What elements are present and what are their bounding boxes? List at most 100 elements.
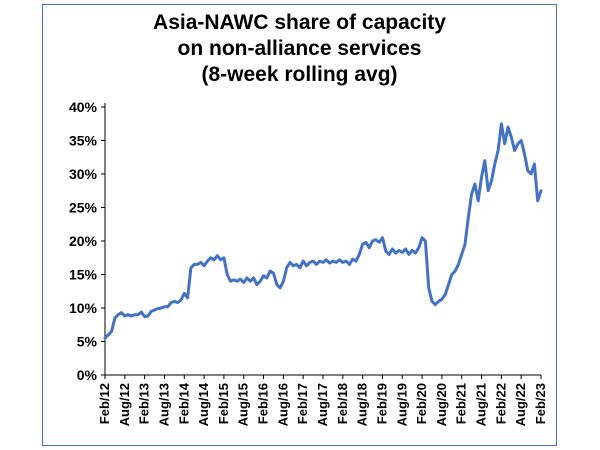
- data-point: [259, 280, 262, 283]
- data-point: [527, 169, 529, 172]
- data-point: [365, 241, 367, 244]
- data-point: [299, 267, 301, 269]
- data-point: [434, 303, 437, 306]
- data-point: [507, 126, 509, 128]
- data-point: [520, 139, 522, 142]
- x-tick-label: Feb/22: [493, 383, 508, 424]
- data-point: [536, 200, 539, 202]
- data-point: [404, 248, 407, 250]
- chart-title: Asia-NAWC share of capacity on non-allia…: [42, 10, 557, 88]
- data-point: [371, 240, 374, 242]
- x-tick-label: Feb/16: [256, 383, 271, 424]
- data-point: [266, 277, 268, 279]
- x-tick-label: Feb/23: [533, 383, 548, 424]
- data-point: [213, 259, 215, 261]
- data-point: [467, 216, 470, 219]
- data-point: [398, 249, 400, 252]
- data-point: [173, 300, 176, 303]
- data-point: [272, 272, 275, 275]
- data-point: [279, 287, 281, 289]
- data-point: [160, 307, 162, 309]
- data-point: [249, 280, 252, 283]
- data-point: [223, 257, 225, 259]
- data-point: [242, 281, 245, 284]
- data-point: [470, 193, 473, 195]
- x-tick-label: Aug/20: [434, 383, 449, 426]
- data-point: [497, 149, 499, 152]
- data-point: [305, 265, 308, 267]
- data-point: [190, 267, 192, 269]
- x-tick-label: Aug/17: [315, 383, 330, 426]
- data-point: [239, 278, 242, 281]
- data-point: [302, 260, 305, 262]
- x-tick-label: Feb/13: [137, 383, 152, 424]
- data-point: [183, 292, 186, 295]
- data-point: [252, 277, 255, 279]
- data-point: [391, 248, 394, 250]
- data-point: [226, 273, 228, 276]
- data-point: [342, 261, 344, 264]
- data-point: [464, 243, 466, 246]
- data-point: [427, 287, 430, 289]
- data-point: [256, 283, 258, 286]
- x-tick-label: Aug/15: [236, 383, 251, 426]
- data-point: [454, 270, 456, 272]
- data-point: [176, 301, 179, 304]
- data-point: [203, 265, 205, 267]
- data-point: [401, 251, 404, 254]
- chart-title-line-1: Asia-NAWC share of capacity: [153, 11, 446, 34]
- data-point: [186, 297, 189, 299]
- data-point: [388, 253, 390, 256]
- data-point: [312, 260, 314, 262]
- data-point: [269, 270, 272, 272]
- data-point: [292, 265, 295, 267]
- data-point: [424, 240, 427, 242]
- data-point: [117, 313, 119, 316]
- data-point: [355, 260, 357, 262]
- data-point: [457, 263, 460, 266]
- series-line-0: [103, 122, 543, 340]
- data-point: [325, 259, 328, 261]
- x-tick-label: Aug/18: [355, 383, 370, 426]
- data-point: [523, 153, 526, 155]
- data-point: [408, 253, 410, 256]
- data-point: [282, 280, 285, 283]
- data-point: [196, 263, 199, 266]
- y-tick-label: 30%: [69, 166, 98, 182]
- y-tick-label: 5%: [77, 334, 98, 350]
- data-point: [206, 260, 209, 262]
- data-point: [318, 260, 321, 262]
- data-point: [167, 305, 169, 308]
- data-point: [477, 200, 480, 202]
- data-point: [209, 257, 212, 259]
- chart-frame: [42, 4, 557, 446]
- data-point: [143, 315, 146, 318]
- data-point: [120, 311, 123, 314]
- x-tick-label: Aug/14: [196, 382, 211, 426]
- data-point: [332, 260, 334, 262]
- data-point: [490, 179, 493, 182]
- x-tick-label: Aug/12: [117, 383, 132, 426]
- x-tick-label: Feb/21: [454, 383, 469, 424]
- x-tick-label: Aug/19: [394, 383, 409, 426]
- x-tick-label: Aug/21: [474, 383, 489, 426]
- data-point: [104, 337, 106, 339]
- y-tick-label: 15%: [69, 267, 98, 283]
- data-point: [229, 280, 232, 283]
- data-point: [451, 273, 453, 276]
- x-tick-label: Feb/19: [374, 383, 389, 424]
- data-point: [345, 260, 347, 262]
- data-point: [418, 246, 420, 249]
- x-tick-label: Aug/16: [275, 383, 290, 426]
- data-point: [358, 253, 361, 256]
- data-point: [517, 143, 519, 145]
- y-tick-label: 10%: [69, 300, 98, 316]
- data-point: [107, 334, 110, 336]
- data-point: [361, 243, 364, 246]
- x-tick-label: Aug/13: [156, 383, 171, 426]
- data-point: [157, 307, 159, 310]
- data-point: [394, 252, 397, 254]
- data-point: [137, 313, 139, 316]
- data-point: [180, 299, 182, 301]
- data-point: [447, 283, 450, 286]
